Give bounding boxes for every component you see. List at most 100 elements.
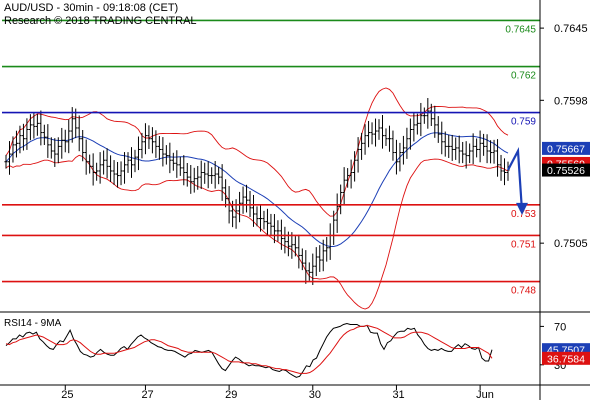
price-bar — [39, 110, 43, 146]
price-bar — [415, 113, 419, 135]
price-bar — [175, 150, 179, 178]
price-bar — [81, 129, 85, 162]
price-bar — [203, 162, 207, 184]
price-bar — [32, 112, 36, 139]
price-bar — [290, 232, 294, 259]
price-bar — [171, 152, 175, 171]
price-bar — [213, 161, 217, 189]
price-bar — [339, 184, 343, 215]
price-bar — [478, 130, 482, 163]
price-bar — [373, 118, 378, 147]
price-bar — [488, 140, 493, 164]
price-bar — [129, 147, 134, 178]
price-bar — [150, 127, 155, 154]
price-bar — [161, 137, 165, 167]
price-bar — [450, 134, 454, 161]
price-bar — [272, 214, 277, 244]
price-bar — [224, 179, 228, 208]
price-bar — [182, 155, 186, 186]
price-bar — [49, 137, 53, 159]
price-bar — [387, 125, 392, 152]
price-bar — [220, 164, 224, 201]
y-tick-label: 0.7505 — [554, 238, 588, 250]
price-bar — [485, 134, 489, 164]
price-bar — [115, 161, 120, 188]
price-bar — [53, 138, 57, 167]
price-bar — [377, 119, 381, 140]
price-bar — [447, 134, 451, 158]
price-bar — [126, 152, 130, 173]
price-bar — [74, 108, 78, 139]
price-bar — [192, 167, 196, 193]
price-bar — [346, 168, 350, 188]
price-bar — [28, 114, 33, 141]
price-bar — [95, 162, 99, 181]
price-bar — [105, 148, 109, 179]
price-bar — [98, 152, 102, 184]
price-bar — [297, 234, 301, 269]
price-badge-label: 0.75667 — [547, 143, 585, 155]
rsi-badge-label: 36.7584 — [547, 353, 585, 365]
price-bar — [394, 139, 399, 175]
price-bar — [46, 124, 50, 158]
price-bar — [481, 133, 486, 156]
price-bar — [492, 139, 496, 164]
price-bar — [311, 253, 315, 285]
price-bar — [495, 139, 500, 177]
price-bar — [443, 131, 447, 157]
price-bar — [321, 239, 325, 272]
chart-title: AUD/USD - 30min - 09:18:08 (CET) — [4, 2, 178, 14]
level-label: 0.748 — [511, 286, 536, 297]
price-bar — [325, 236, 329, 262]
price-bar — [269, 213, 273, 236]
price-bar — [133, 149, 137, 173]
price-bar — [412, 112, 416, 142]
price-bar — [405, 127, 409, 159]
price-bar — [258, 205, 263, 232]
x-tick-label: 25 — [61, 389, 73, 400]
level-label: 0.7645 — [505, 24, 536, 35]
price-bar — [140, 132, 144, 159]
y-tick-label: 0.7645 — [554, 23, 588, 35]
price-bar — [475, 138, 479, 158]
price-bar — [178, 156, 182, 176]
price-bar — [499, 154, 503, 181]
price-bar — [63, 129, 67, 153]
x-tick-label: 31 — [392, 389, 404, 400]
price-bar — [384, 128, 388, 146]
price-bar — [283, 226, 287, 254]
price-bar — [168, 142, 172, 174]
rsi-title: RSI14 - 9MA — [4, 318, 62, 329]
x-tick-label: 30 — [309, 389, 321, 400]
price-bar — [318, 245, 322, 272]
price-bar — [262, 210, 266, 230]
price-bar — [84, 139, 88, 175]
price-bar — [363, 124, 367, 155]
x-tick-label: 29 — [225, 389, 237, 400]
rsi-series-line — [5, 324, 493, 374]
x-tick-label: Jun — [476, 389, 494, 400]
price-badge-label: 0.75526 — [547, 165, 585, 177]
price-bar — [436, 116, 440, 143]
price-bar — [457, 135, 461, 164]
price-bar — [136, 136, 141, 171]
price-bar — [199, 160, 203, 190]
price-bar — [293, 236, 297, 257]
price-bar — [265, 208, 270, 237]
price-bar — [461, 141, 465, 164]
price-bar — [217, 166, 221, 185]
price-bar — [502, 158, 507, 186]
price-bar — [433, 105, 437, 138]
price-bar — [91, 153, 95, 186]
level-label: 0.751 — [511, 239, 536, 250]
price-bar — [454, 137, 458, 160]
price-bar — [304, 250, 308, 284]
rsi-tick-label: 70 — [554, 321, 566, 333]
level-label: 0.762 — [511, 71, 536, 82]
price-bar — [67, 119, 71, 154]
price-bar — [196, 166, 200, 190]
price-bar — [419, 102, 423, 137]
price-bar — [210, 167, 214, 184]
